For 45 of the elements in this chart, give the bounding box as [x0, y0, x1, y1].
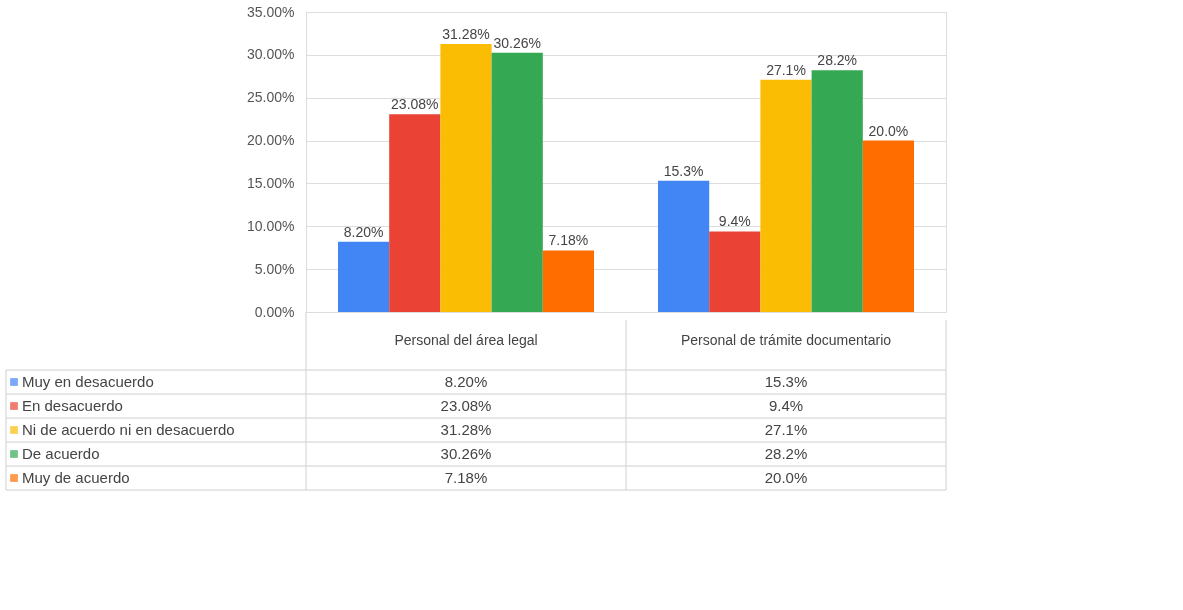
y-tick-label: 15.00%: [247, 174, 295, 191]
text: 7.18%: [548, 232, 589, 249]
y-tick-label: 20.00%: [247, 132, 295, 149]
data-label: 9.4%: [768, 397, 804, 414]
bar: [491, 52, 543, 312]
text: 31.28%: [442, 25, 490, 42]
text: 15.3%: [663, 162, 704, 179]
data-label: 15.3%: [764, 373, 808, 390]
data-label: 23.08%: [440, 397, 492, 414]
data-label: 30.26%: [440, 445, 492, 462]
data-label: 7.18%: [444, 469, 488, 486]
data-label: 31.28%: [440, 421, 492, 438]
bar: [389, 114, 441, 312]
data-label: 28.2%: [764, 445, 808, 462]
bar: [658, 180, 710, 312]
data-label: 27.1%: [764, 421, 808, 438]
bar: [542, 250, 594, 312]
y-tick-label: 35.00%: [247, 3, 295, 20]
legend-label: Muy de acuerdo: [22, 469, 130, 486]
y-tick-label: 0.00%: [254, 303, 295, 320]
data-label: 20.0%: [764, 469, 808, 486]
legend-label: Ni de acuerdo ni en desacuerdo: [22, 421, 235, 438]
bar: [709, 231, 761, 312]
x-tick-label: Personal del área legal: [394, 332, 538, 348]
bar: [760, 79, 812, 312]
text: 23.08%: [391, 96, 439, 113]
legend-label: Muy en desacuerdo: [22, 373, 154, 390]
x-tick-label: Personal de trámite documentario: [680, 332, 892, 348]
bar: [862, 140, 914, 312]
legend-label: En desacuerdo: [22, 397, 123, 414]
text: 20.0%: [868, 122, 909, 139]
text: 8.20%: [343, 223, 384, 240]
text: 9.4%: [718, 213, 751, 230]
bar: [811, 70, 863, 312]
bar: [338, 241, 390, 312]
text: 28.2%: [817, 52, 858, 69]
text: 30.26%: [493, 34, 541, 51]
y-tick-label: 25.00%: [247, 89, 295, 106]
y-tick-label: 5.00%: [254, 260, 295, 277]
legend-label: De acuerdo: [22, 445, 100, 462]
data-label: 8.20%: [444, 373, 488, 390]
y-tick-label: 10.00%: [247, 217, 295, 234]
bar: [440, 43, 492, 312]
text: 27.1%: [766, 61, 806, 78]
y-tick-label: 30.00%: [247, 46, 295, 63]
